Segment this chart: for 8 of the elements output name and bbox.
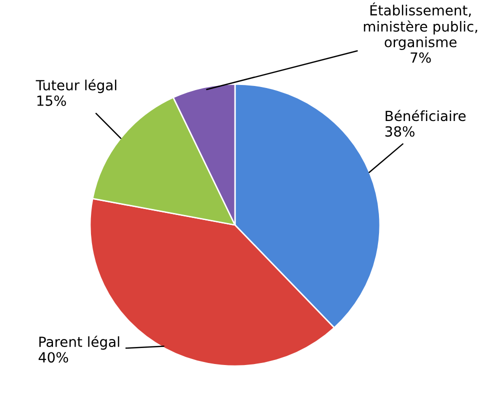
slice-label: Bénéficiaire bbox=[386, 110, 466, 122]
slice-label: Établissement, ministère public, organisme bbox=[364, 2, 478, 50]
data-label: 15% bbox=[37, 95, 66, 106]
data-label: 40% bbox=[38, 352, 68, 363]
data-label: 7% bbox=[410, 52, 431, 63]
data-label: 38% bbox=[385, 126, 414, 137]
slice-label: Tuteur légal bbox=[36, 79, 116, 94]
slice-label: Parent légal bbox=[39, 336, 120, 350]
